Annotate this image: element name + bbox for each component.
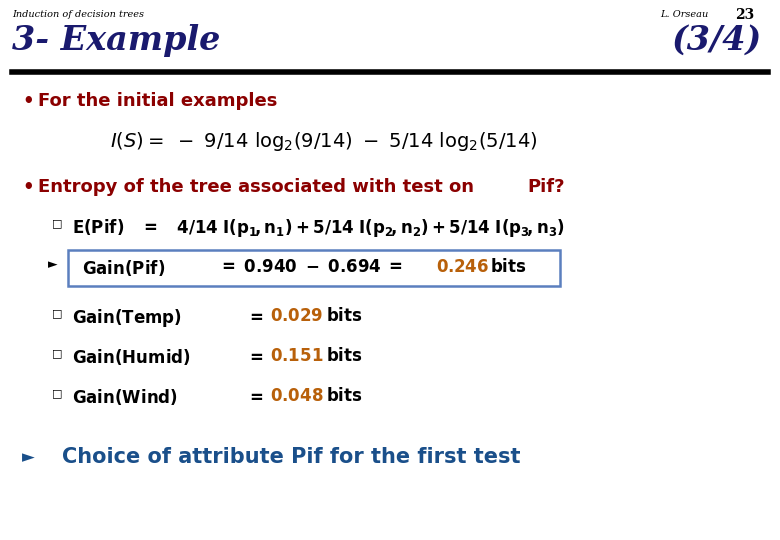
Text: $\mathbf{=\ }$: $\mathbf{=\ }$ xyxy=(246,347,264,365)
Text: $\mathbf{Gain(Humid)}$: $\mathbf{Gain(Humid)}$ xyxy=(72,347,191,367)
Text: Pif?: Pif? xyxy=(527,178,565,196)
Text: $\mathbf{Gain(Temp)}$: $\mathbf{Gain(Temp)}$ xyxy=(72,307,182,329)
Text: $\mathbf{bits}$: $\mathbf{bits}$ xyxy=(326,307,363,325)
Text: For the initial examples: For the initial examples xyxy=(38,92,278,110)
Text: $\mathbf{=\ }$: $\mathbf{=\ }$ xyxy=(246,387,264,405)
Text: L. Orseau: L. Orseau xyxy=(660,10,708,19)
Text: $\mathbf{bits}$: $\mathbf{bits}$ xyxy=(326,347,363,365)
Text: 3- Example: 3- Example xyxy=(12,24,221,57)
Text: $\mathbf{0.029}$: $\mathbf{0.029}$ xyxy=(270,307,323,325)
Text: $\mathbf{0.151}$: $\mathbf{0.151}$ xyxy=(270,347,324,365)
Text: ►: ► xyxy=(48,258,58,271)
Text: □: □ xyxy=(52,388,62,398)
Text: □: □ xyxy=(52,308,62,318)
Text: $\mathbf{Gain(Pif)}$: $\mathbf{Gain(Pif)}$ xyxy=(82,258,165,278)
Text: Induction of decision trees: Induction of decision trees xyxy=(12,10,144,19)
Text: Choice of attribute Pif for the first test: Choice of attribute Pif for the first te… xyxy=(62,447,520,467)
Text: $\mathbf{Gain(Wind)}$: $\mathbf{Gain(Wind)}$ xyxy=(72,387,178,407)
Text: $\mathbf{0.048}$: $\mathbf{0.048}$ xyxy=(270,387,324,405)
Text: (3/4): (3/4) xyxy=(672,24,762,57)
Text: □: □ xyxy=(52,348,62,358)
Text: $\mathbf{0.246}$: $\mathbf{0.246}$ xyxy=(436,258,489,276)
Text: $\mathbf{=\ }$: $\mathbf{=\ }$ xyxy=(246,307,264,325)
Text: 23: 23 xyxy=(735,8,754,22)
Text: •: • xyxy=(22,178,34,196)
Text: $\mathbf{bits}$: $\mathbf{bits}$ xyxy=(326,387,363,405)
Text: •: • xyxy=(22,92,34,110)
Text: $I(S) = \ -\ 9/14\ \log_2\!(9/14)\ -\ 5/14\ \log_2\!(5/14)$: $I(S) = \ -\ 9/14\ \log_2\!(9/14)\ -\ 5/… xyxy=(110,130,537,153)
Text: Entropy of the tree associated with test on: Entropy of the tree associated with test… xyxy=(38,178,474,196)
Text: $\mathbf{=\ 0.940\ -\ 0.694\ =\ }$: $\mathbf{=\ 0.940\ -\ 0.694\ =\ }$ xyxy=(218,258,403,276)
Text: $\mathbf{bits}$: $\mathbf{bits}$ xyxy=(490,258,526,276)
Text: ►: ► xyxy=(22,448,35,466)
Text: $\mathbf{E(Pif)\ \ \ =\ \ \ 4/14\ I(p_1\!,n_1) + 5/14\ I(p_2\!,n_2) + 5/14\ I(p_: $\mathbf{E(Pif)\ \ \ =\ \ \ 4/14\ I(p_1\… xyxy=(72,217,565,239)
FancyBboxPatch shape xyxy=(68,250,560,286)
Text: □: □ xyxy=(52,218,62,228)
